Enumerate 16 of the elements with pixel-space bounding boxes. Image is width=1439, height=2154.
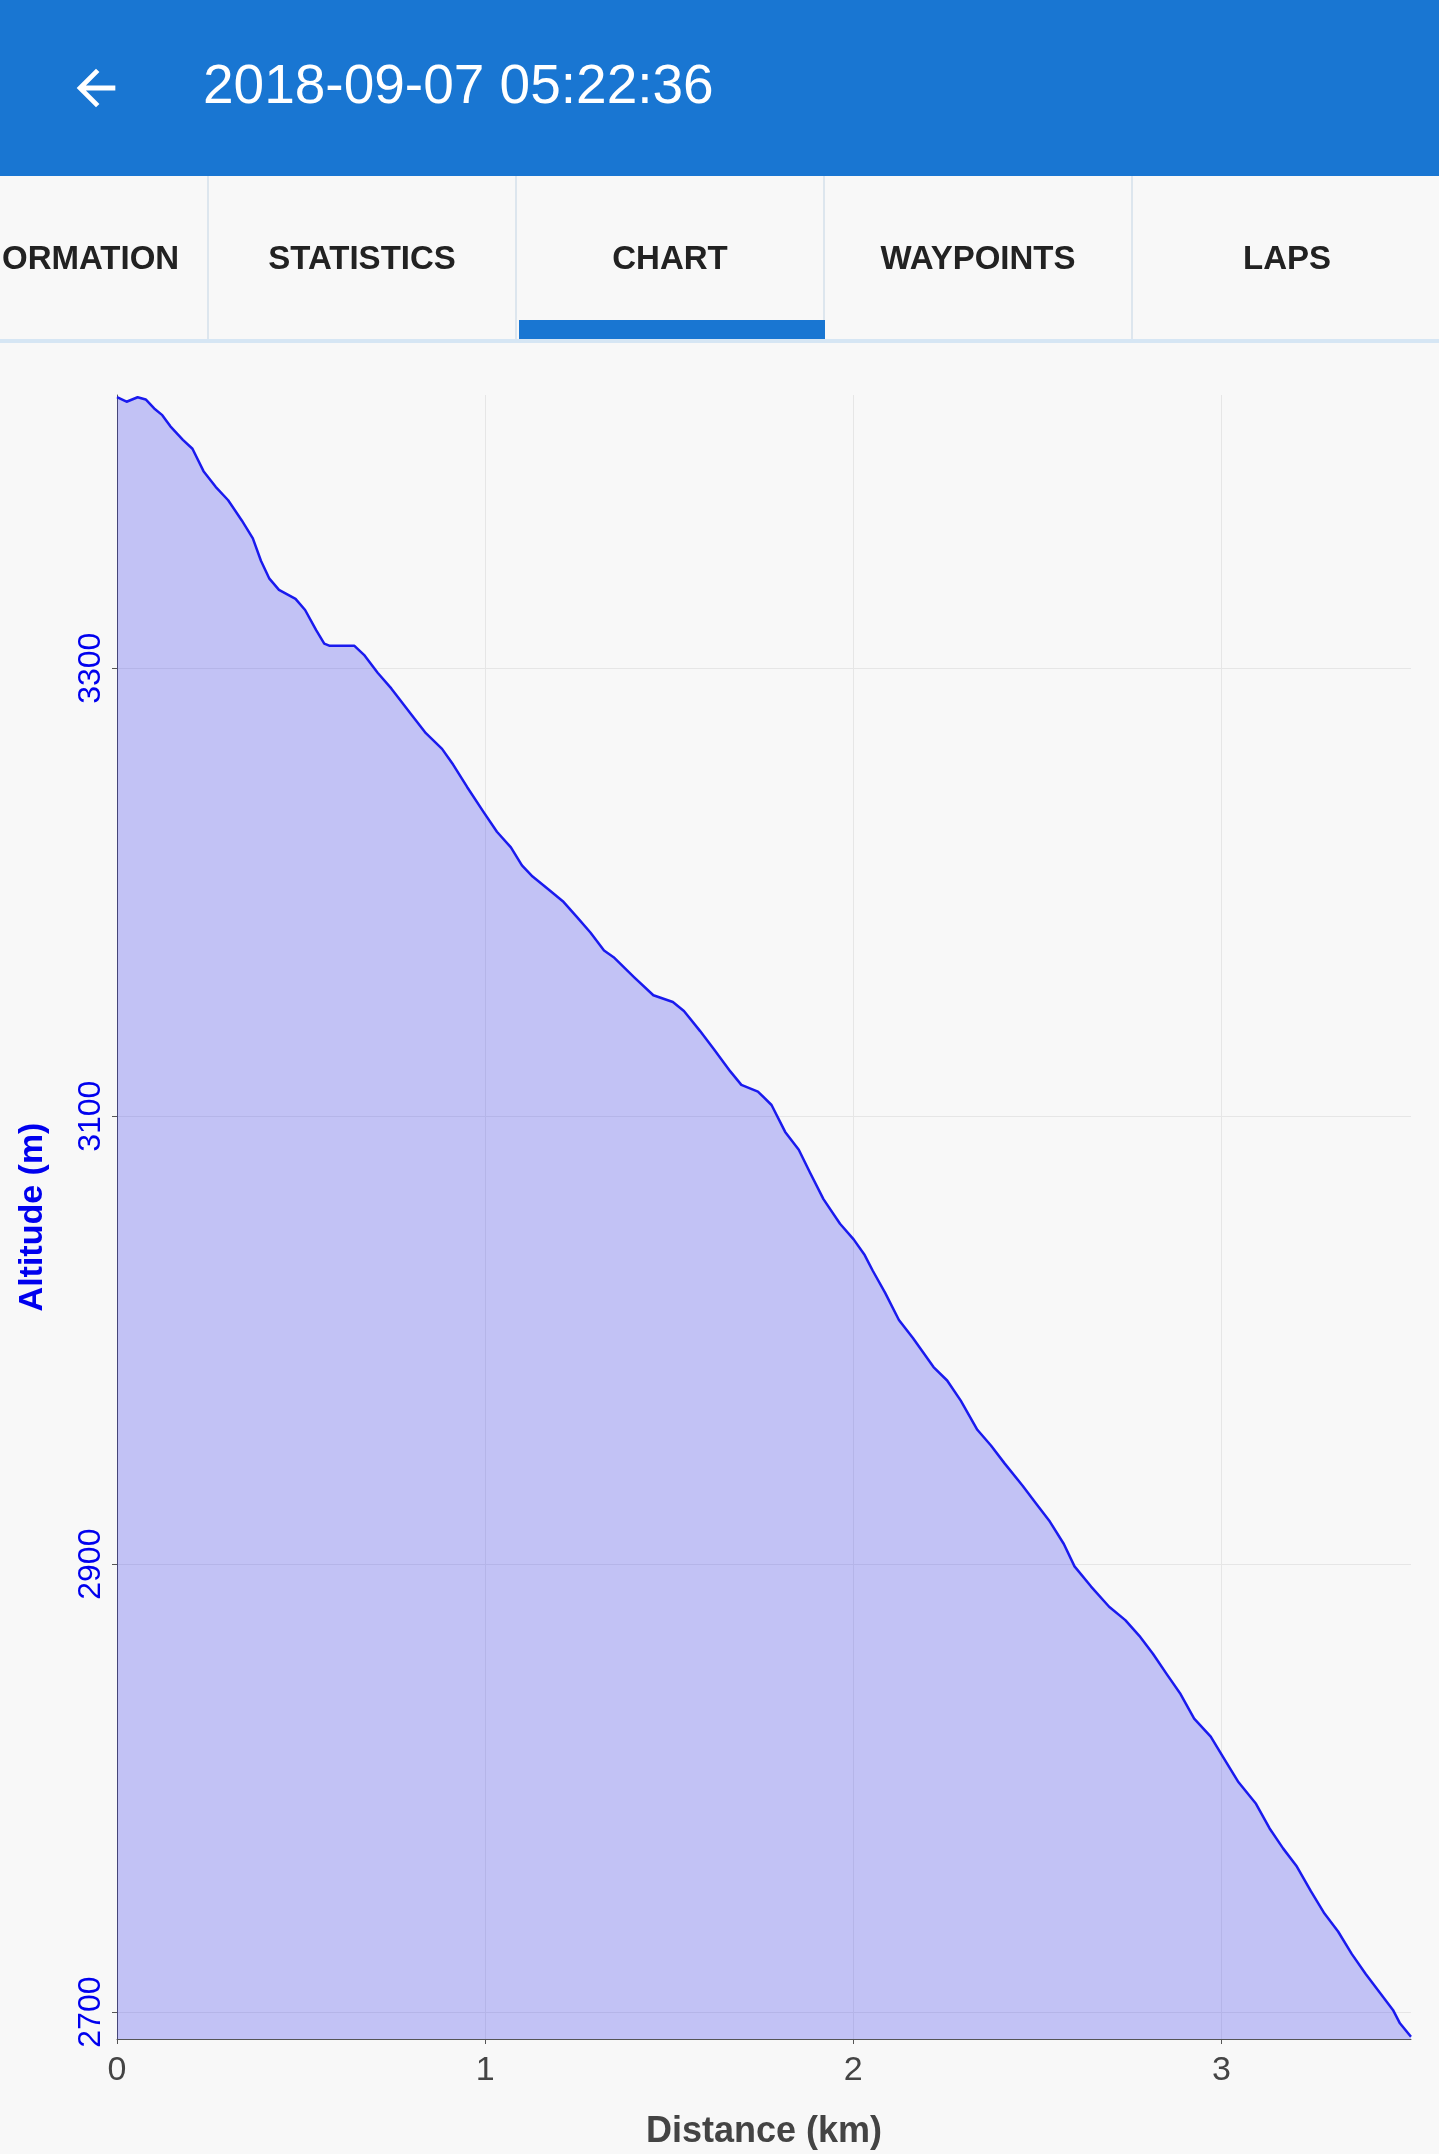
x-axis-title: Distance (km)	[645, 2108, 883, 2150]
x-tick-label: 1	[475, 2049, 495, 2087]
text: CHART	[517, 176, 825, 339]
x-tick-label: 3	[1211, 2049, 1231, 2087]
y-tick-label: 2700	[71, 1976, 107, 2048]
y-axis-title: Altitude (m)	[11, 1122, 49, 1312]
x-tick-label: 0	[107, 2049, 127, 2087]
text: ORMATION	[0, 176, 209, 339]
text: LAPS	[1242, 237, 1332, 278]
y-tick-label: 3100	[71, 1080, 107, 1152]
chart-title: 2018-09-07 05:22:36	[203, 52, 714, 116]
y-tick-label: 3300	[71, 632, 107, 704]
x-tick-label: 2	[843, 2049, 863, 2087]
text: WAYPOINTS	[825, 176, 1133, 339]
text: STATISTICS	[209, 176, 517, 339]
y-tick-label: 2900	[71, 1528, 107, 1600]
